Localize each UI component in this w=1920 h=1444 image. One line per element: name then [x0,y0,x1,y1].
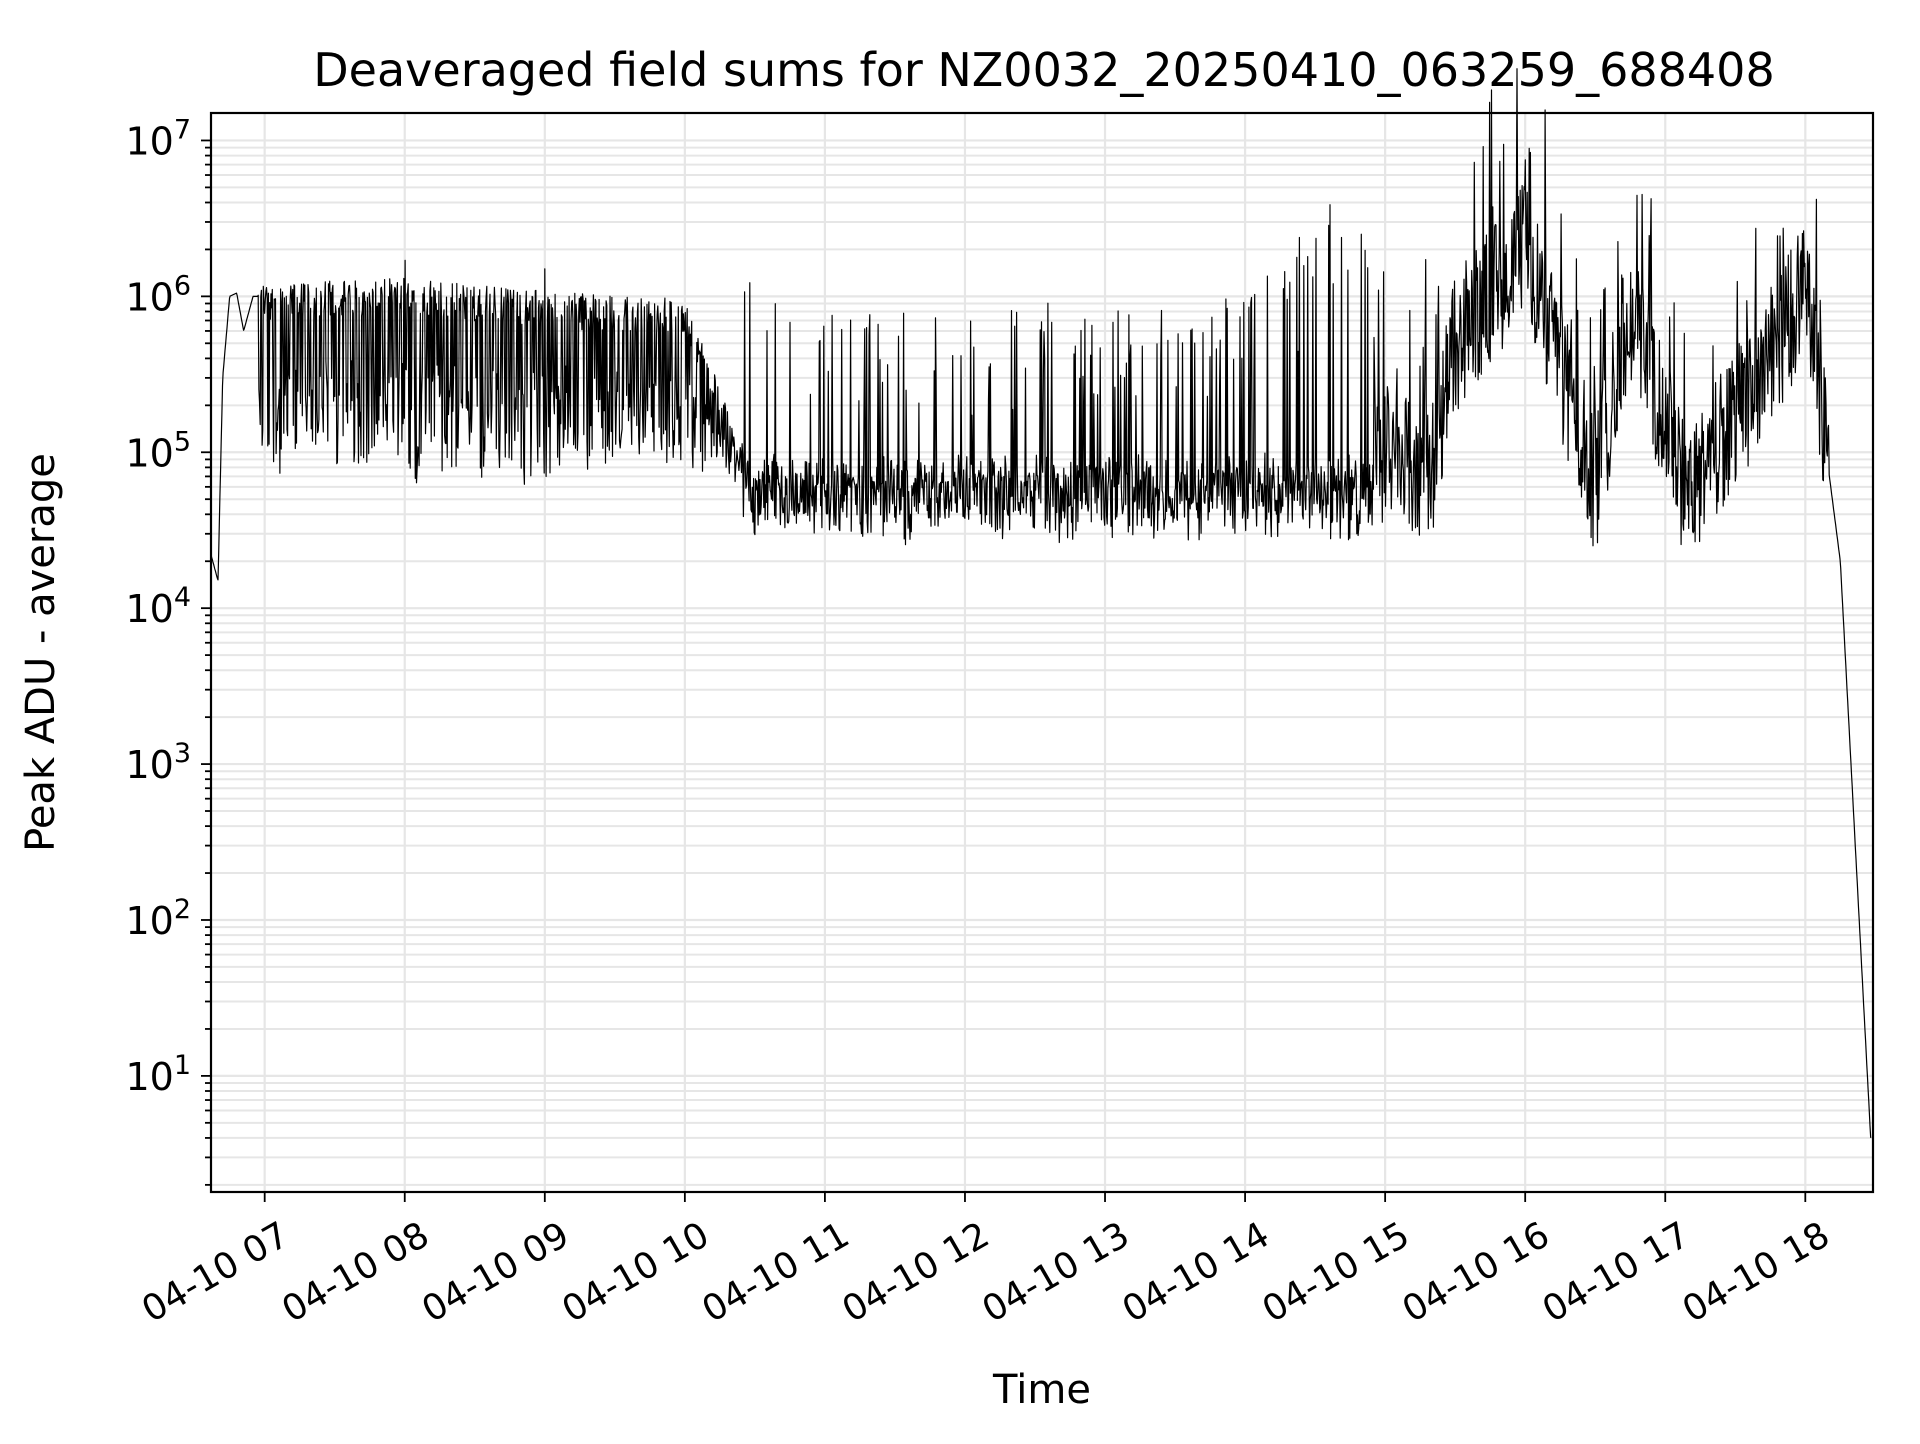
y-tick-label: 107 [125,114,191,163]
y-tick-label: 102 [125,894,191,943]
y-tick-label: 105 [125,426,191,475]
grid [211,113,1873,1192]
series-line-group [210,68,1872,1138]
y-tick-label: 106 [125,270,191,319]
series-line [210,68,1872,1138]
y-axis-label: Peak ADU - average [18,453,64,852]
y-tick-label: 101 [125,1050,191,1099]
y-axis: 101 102 103 104 105 106 107 [125,114,211,1186]
plot-frame [209,111,1875,1194]
chart-title: Deaveraged field sums for NZ0032_2025041… [313,43,1774,97]
y-tick-label: 104 [125,582,191,631]
y-tick-label: 103 [125,738,191,787]
x-axis-label: Time [992,1367,1091,1413]
